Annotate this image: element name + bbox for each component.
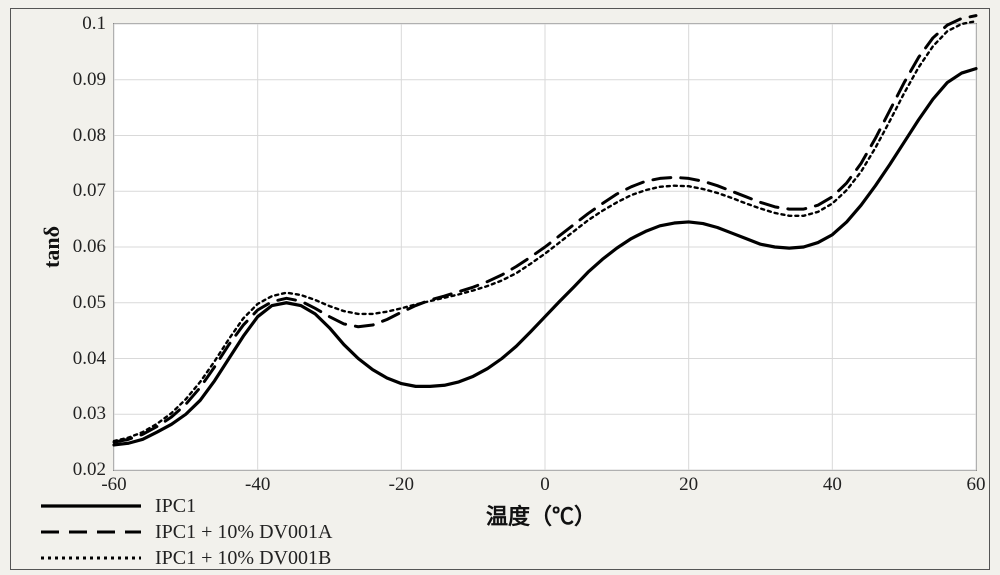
legend: IPC1 IPC1 + 10% DV001A IPC1 + 10% DV001B [41, 493, 332, 571]
x-tick-label: -20 [389, 470, 414, 496]
y-tick-label: 0.04 [73, 348, 114, 370]
y-tick-label: 0.08 [73, 125, 114, 147]
chart-frame: tanδ 0.020.030.040.050.060.070.080.090.1… [10, 8, 990, 570]
legend-label: IPC1 + 10% DV001A [155, 521, 332, 544]
data-series [114, 24, 976, 470]
y-tick-label: 0.05 [73, 292, 114, 314]
y-tick-label: 0.03 [73, 403, 114, 425]
y-tick-label: 0.09 [73, 69, 114, 91]
legend-label: IPC1 + 10% DV001B [155, 547, 331, 570]
legend-swatch [41, 496, 141, 516]
x-tick-label: 20 [679, 470, 698, 496]
legend-item: IPC1 + 10% DV001B [41, 545, 332, 571]
x-tick-label: 0 [540, 470, 550, 496]
x-tick-label: 40 [823, 470, 842, 496]
legend-swatch [41, 522, 141, 542]
plot-area: tanδ 0.020.030.040.050.060.070.080.090.1… [113, 23, 977, 471]
y-axis-label: tanδ [39, 226, 65, 268]
y-tick-label: 0.1 [82, 13, 114, 35]
legend-item: IPC1 [41, 493, 332, 519]
x-tick-label: 60 [967, 470, 986, 496]
legend-swatch [41, 548, 141, 568]
y-tick-label: 0.06 [73, 236, 114, 258]
legend-label: IPC1 [155, 495, 196, 518]
y-tick-label: 0.07 [73, 180, 114, 202]
legend-item: IPC1 + 10% DV001A [41, 519, 332, 545]
x-axis-label: 温度（℃） [486, 499, 596, 531]
